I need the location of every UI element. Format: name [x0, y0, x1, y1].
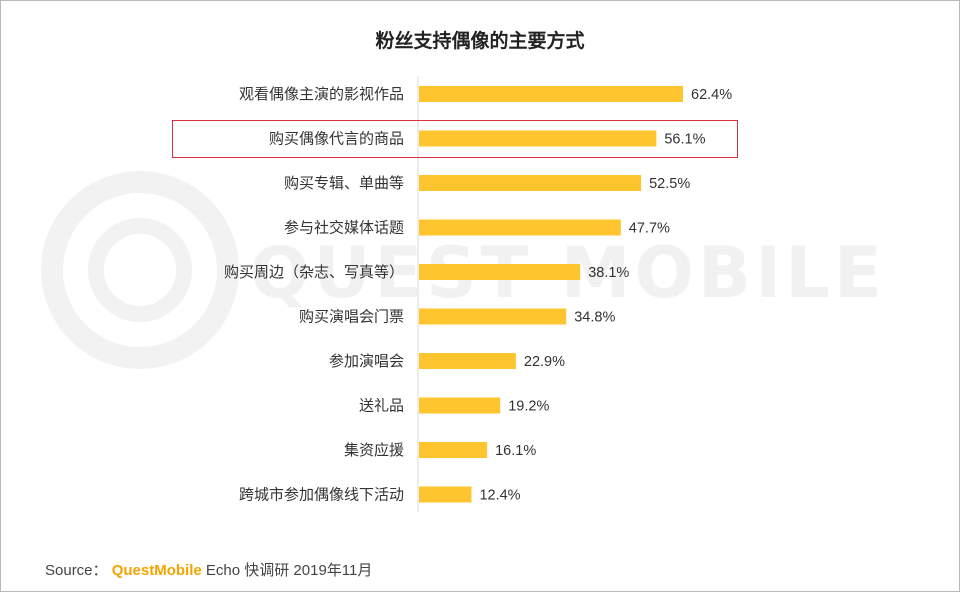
highlight-box — [172, 120, 738, 158]
value-label: 38.1% — [588, 265, 629, 281]
value-label: 22.9% — [524, 354, 565, 370]
value-label: 52.5% — [649, 176, 690, 192]
category-label: 参加演唱会 — [329, 353, 404, 370]
bar — [419, 130, 657, 147]
bar — [419, 486, 472, 503]
bar — [419, 308, 567, 325]
value-label: 62.4% — [691, 87, 732, 103]
bar — [419, 219, 621, 236]
category-label: 集资应援 — [344, 441, 404, 459]
value-label: 16.1% — [495, 443, 536, 459]
category-label: 购买偶像代言的商品 — [269, 131, 404, 148]
source-prefix: Source： — [45, 562, 108, 579]
category-label: 购买周边（杂志、写真等） — [224, 263, 404, 281]
value-label: 56.1% — [664, 132, 705, 148]
bar — [419, 353, 516, 369]
source-brand: QuestMobile — [111, 562, 202, 579]
category-label: 购买专辑、单曲等 — [284, 174, 404, 192]
category-label: 送礼品 — [359, 398, 404, 415]
bar — [419, 442, 488, 458]
source-note: Source： QuestMobile Echo 快调研 2019年11月 — [45, 559, 372, 580]
category-label: 跨城市参加偶像线下活动 — [239, 487, 404, 504]
value-label: 12.4% — [479, 488, 520, 504]
bar — [419, 397, 501, 414]
bar — [419, 264, 581, 280]
value-label: 47.7% — [629, 221, 670, 237]
value-label: 19.2% — [508, 399, 549, 415]
category-label: 参与社交媒体话题 — [284, 219, 404, 237]
bar — [419, 175, 642, 191]
value-label: 34.8% — [574, 310, 615, 326]
source-suffix: Echo 快调研 2019年11月 — [205, 562, 373, 579]
chart-title: 粉丝支持偶像的主要方式 — [375, 31, 585, 52]
bar — [419, 86, 683, 102]
category-label: 购买演唱会门票 — [299, 309, 404, 326]
category-label: 观看偶像主演的影视作品 — [239, 86, 404, 103]
